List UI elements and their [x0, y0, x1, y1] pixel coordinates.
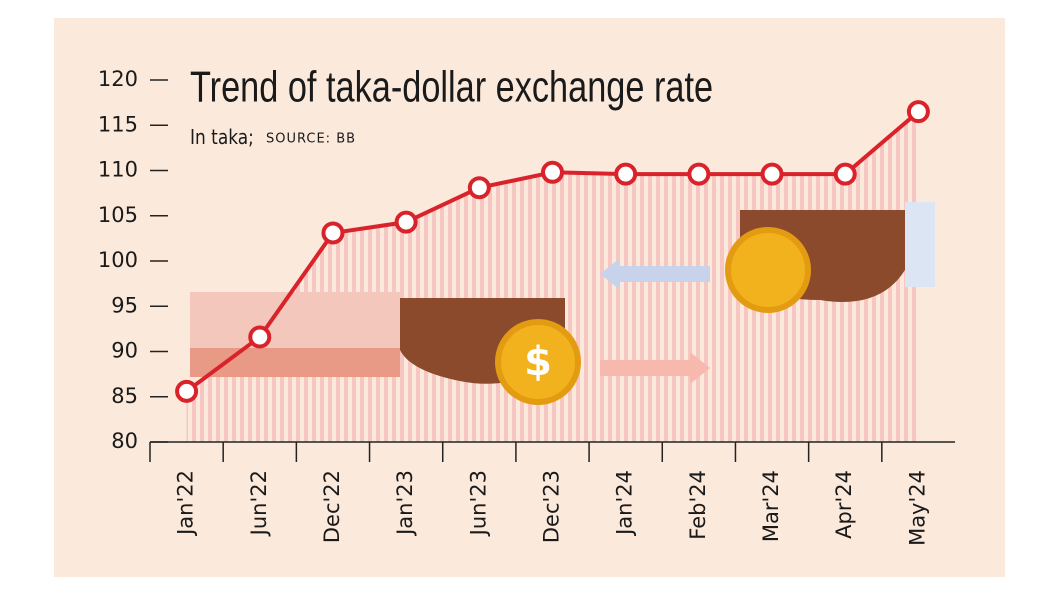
x-tick-label: Dec'22 — [320, 470, 344, 543]
x-tick-label: Apr'24 — [832, 470, 856, 539]
x-tick-label: Mar'24 — [759, 470, 783, 542]
x-tick-label: Dec'23 — [540, 470, 564, 543]
y-tick-label: 85 — [111, 384, 138, 408]
chart-source: SOURCE: BB — [266, 132, 356, 147]
point — [248, 325, 272, 349]
point — [833, 162, 857, 186]
point — [394, 210, 418, 234]
chart-title: Trend of taka-dollar exchange rate — [190, 63, 713, 112]
y-tick-label: 100 — [98, 248, 138, 272]
x-tick-label: Jan'24 — [613, 470, 637, 537]
y-tick-label: 80 — [111, 429, 138, 453]
x-tick-label: May'24 — [905, 470, 929, 546]
point — [467, 176, 491, 200]
point — [321, 221, 345, 245]
point — [541, 160, 564, 184]
y-tick-label: 105 — [98, 203, 138, 227]
point — [760, 162, 784, 186]
point — [687, 162, 711, 186]
y-tick-label: 120 — [98, 67, 138, 91]
svg-text:$: $ — [524, 339, 552, 385]
y-tick-label: 95 — [111, 293, 138, 317]
y-tick-label: 90 — [111, 339, 138, 363]
point — [175, 379, 199, 403]
y-tick-label: 115 — [98, 112, 138, 136]
x-tick-label: Jan'22 — [174, 470, 198, 537]
x-tick-label: Jun'23 — [466, 470, 490, 537]
x-tick-label: Jun'22 — [247, 470, 271, 537]
chart-subtitle: In taka; — [190, 127, 254, 150]
y-tick-label: 110 — [98, 158, 138, 182]
point — [906, 100, 930, 124]
point — [614, 162, 638, 186]
x-tick-label: Jan'23 — [393, 470, 417, 537]
x-tick-label: Feb'24 — [686, 470, 710, 540]
